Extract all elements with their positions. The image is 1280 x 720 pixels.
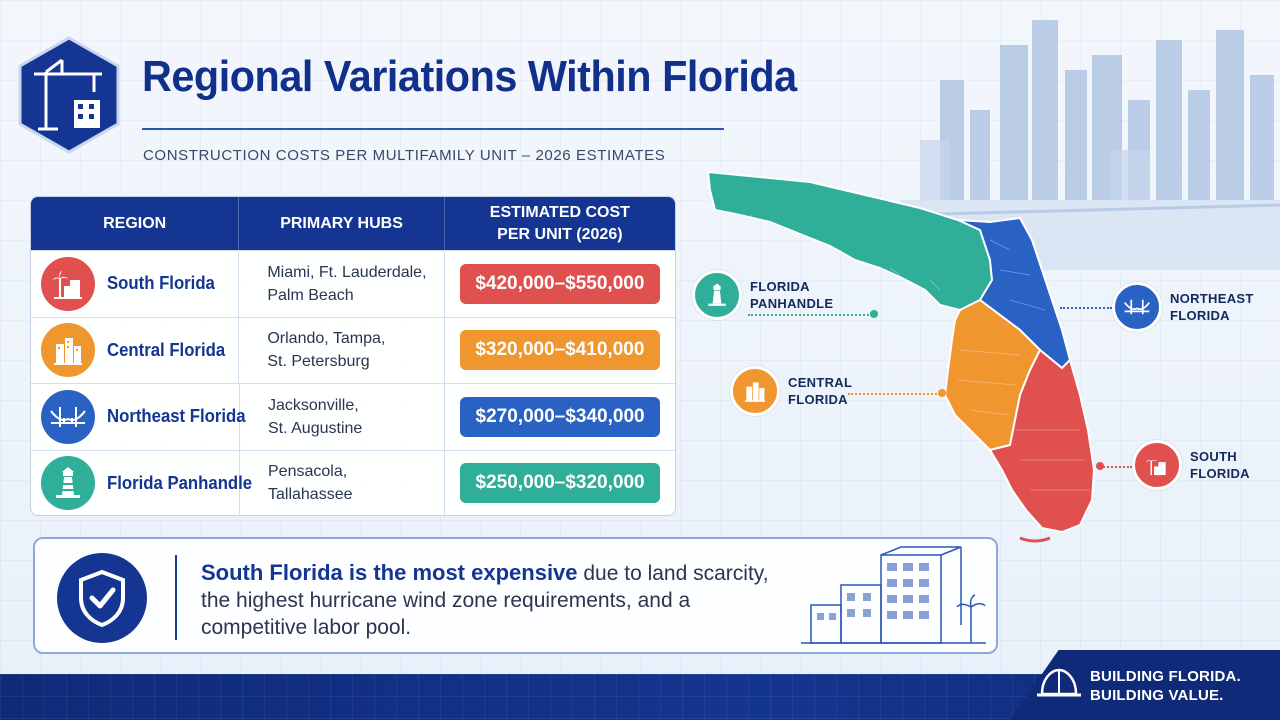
apartment-building-illustration (801, 546, 986, 644)
table-header: REGION PRIMARY HUBS ESTIMATED COST PER UN… (31, 197, 675, 250)
region-name: South Florida (107, 273, 215, 294)
lighthouse-icon (692, 270, 742, 320)
region-name: Central Florida (107, 339, 226, 360)
callout-leader (748, 314, 872, 316)
bridge-icon (41, 389, 95, 444)
cost-cell: $420,000–$550,000 (445, 251, 675, 317)
callout-northeast: NORTHEAST FLORIDA (1112, 282, 1254, 332)
callout-label: SOUTH FLORIDA (1190, 449, 1250, 481)
region-name: Florida Panhandle (107, 472, 253, 493)
tagline: BUILDING FLORIDA. BUILDING VALUE. (1090, 668, 1241, 704)
callout-label: CENTRAL FLORIDA (788, 375, 853, 407)
table-row: South Florida Miami, Ft. Lauderdale, Palm… (31, 250, 675, 317)
insight-emphasis: South Florida is the most expensive (201, 560, 578, 585)
city-skyline-illustration (899, 20, 1280, 270)
region-cell: Florida Panhandle (31, 450, 252, 515)
header-hubs: PRIMARY HUBS (239, 197, 445, 250)
callout-dot (1096, 462, 1104, 470)
callout-label: FLORIDA PANHANDLE (750, 279, 834, 311)
callout-south: SOUTH FLORIDA (1132, 440, 1250, 490)
hubs-cell: Orlando, Tampa, St. Petersburg (239, 317, 445, 383)
title-divider (142, 128, 724, 130)
callout-dot (938, 389, 946, 397)
table-row: Northeast Florida Jacksonville, St. Augus… (31, 383, 675, 450)
crane-logo-icon (18, 36, 120, 154)
key-insight-box: South Florida is the most expensive due … (33, 537, 998, 654)
callout-leader (848, 393, 940, 395)
hubs-line2: Palm Beach (267, 286, 354, 304)
header-cost-line1: ESTIMATED COST (489, 203, 630, 221)
header-region: REGION (31, 197, 240, 250)
region-name: Northeast Florida (107, 406, 246, 427)
buildings-icon (41, 323, 95, 378)
cost-pill: $420,000–$550,000 (459, 263, 660, 304)
hubs-line1: Pensacola, (268, 463, 348, 481)
callout-label: NORTHEAST FLORIDA (1170, 291, 1254, 323)
hubs-line1: Orlando, Tampa, (267, 330, 386, 348)
map-region-panhandle (706, 170, 994, 312)
hubs-cell: Jacksonville, St. Augustine (240, 384, 446, 450)
cost-cell: $250,000–$320,000 (445, 451, 675, 516)
region-cell: Northeast Florida (31, 384, 246, 450)
header-cost: ESTIMATED COST PER UNIT (2026) (445, 197, 675, 250)
shield-check-icon (57, 553, 147, 643)
insight-line2: the highest hurricane wind zone requirem… (201, 589, 691, 612)
region-cell: South Florida (31, 251, 240, 317)
hubs-cell: Pensacola, Tallahassee (240, 450, 446, 515)
callout-leader (1100, 466, 1132, 468)
cost-pill: $320,000–$410,000 (459, 330, 660, 371)
hard-hat-icon (1037, 668, 1081, 697)
cost-cell: $270,000–$340,000 (445, 384, 675, 450)
hubs-line2: St. Augustine (268, 419, 363, 437)
callout-leader (1060, 307, 1112, 309)
region-cell: Central Florida (31, 317, 240, 383)
buildings-icon (730, 366, 780, 416)
lighthouse-icon (41, 456, 95, 511)
footer-badge: BUILDING FLORIDA. BUILDING VALUE. (1010, 650, 1280, 720)
page-title: Regional Variations Within Florida (142, 52, 797, 101)
insight-line1: due to land scarcity, (577, 562, 769, 585)
cost-table: REGION PRIMARY HUBS ESTIMATED COST PER UN… (30, 196, 676, 516)
palm-building-icon (1132, 440, 1182, 490)
header-cost-line2: PER UNIT (2026) (497, 225, 623, 243)
florida-region-map (706, 170, 1096, 543)
map-region-south (988, 348, 1096, 534)
hubs-line1: Miami, Ft. Lauderdale, (267, 263, 427, 281)
palm-building-icon (41, 256, 95, 311)
insight-text: South Florida is the most expensive due … (201, 559, 841, 641)
insight-line3: competitive labor pool. (201, 616, 412, 639)
bridge-icon (1112, 282, 1162, 332)
hubs-cell: Miami, Ft. Lauderdale, Palm Beach (239, 251, 445, 317)
info-divider (175, 555, 177, 640)
cost-pill: $250,000–$320,000 (460, 463, 661, 504)
callout-panhandle: FLORIDA PANHANDLE (692, 270, 833, 320)
hubs-line1: Jacksonville, (268, 396, 359, 414)
cost-cell: $320,000–$410,000 (445, 318, 675, 384)
callout-central: CENTRAL FLORIDA (730, 366, 852, 416)
hubs-line2: Tallahassee (268, 486, 353, 504)
callout-dot (870, 310, 878, 318)
table-row: Florida Panhandle Pensacola, Tallahassee … (31, 449, 675, 516)
hubs-line2: St. Petersburg (267, 353, 370, 371)
cost-pill: $270,000–$340,000 (460, 396, 661, 437)
page-subtitle: CONSTRUCTION COSTS PER MULTIFAMILY UNIT … (143, 147, 666, 164)
table-row: Central Florida Orlando, Tampa, St. Peter… (31, 316, 675, 384)
